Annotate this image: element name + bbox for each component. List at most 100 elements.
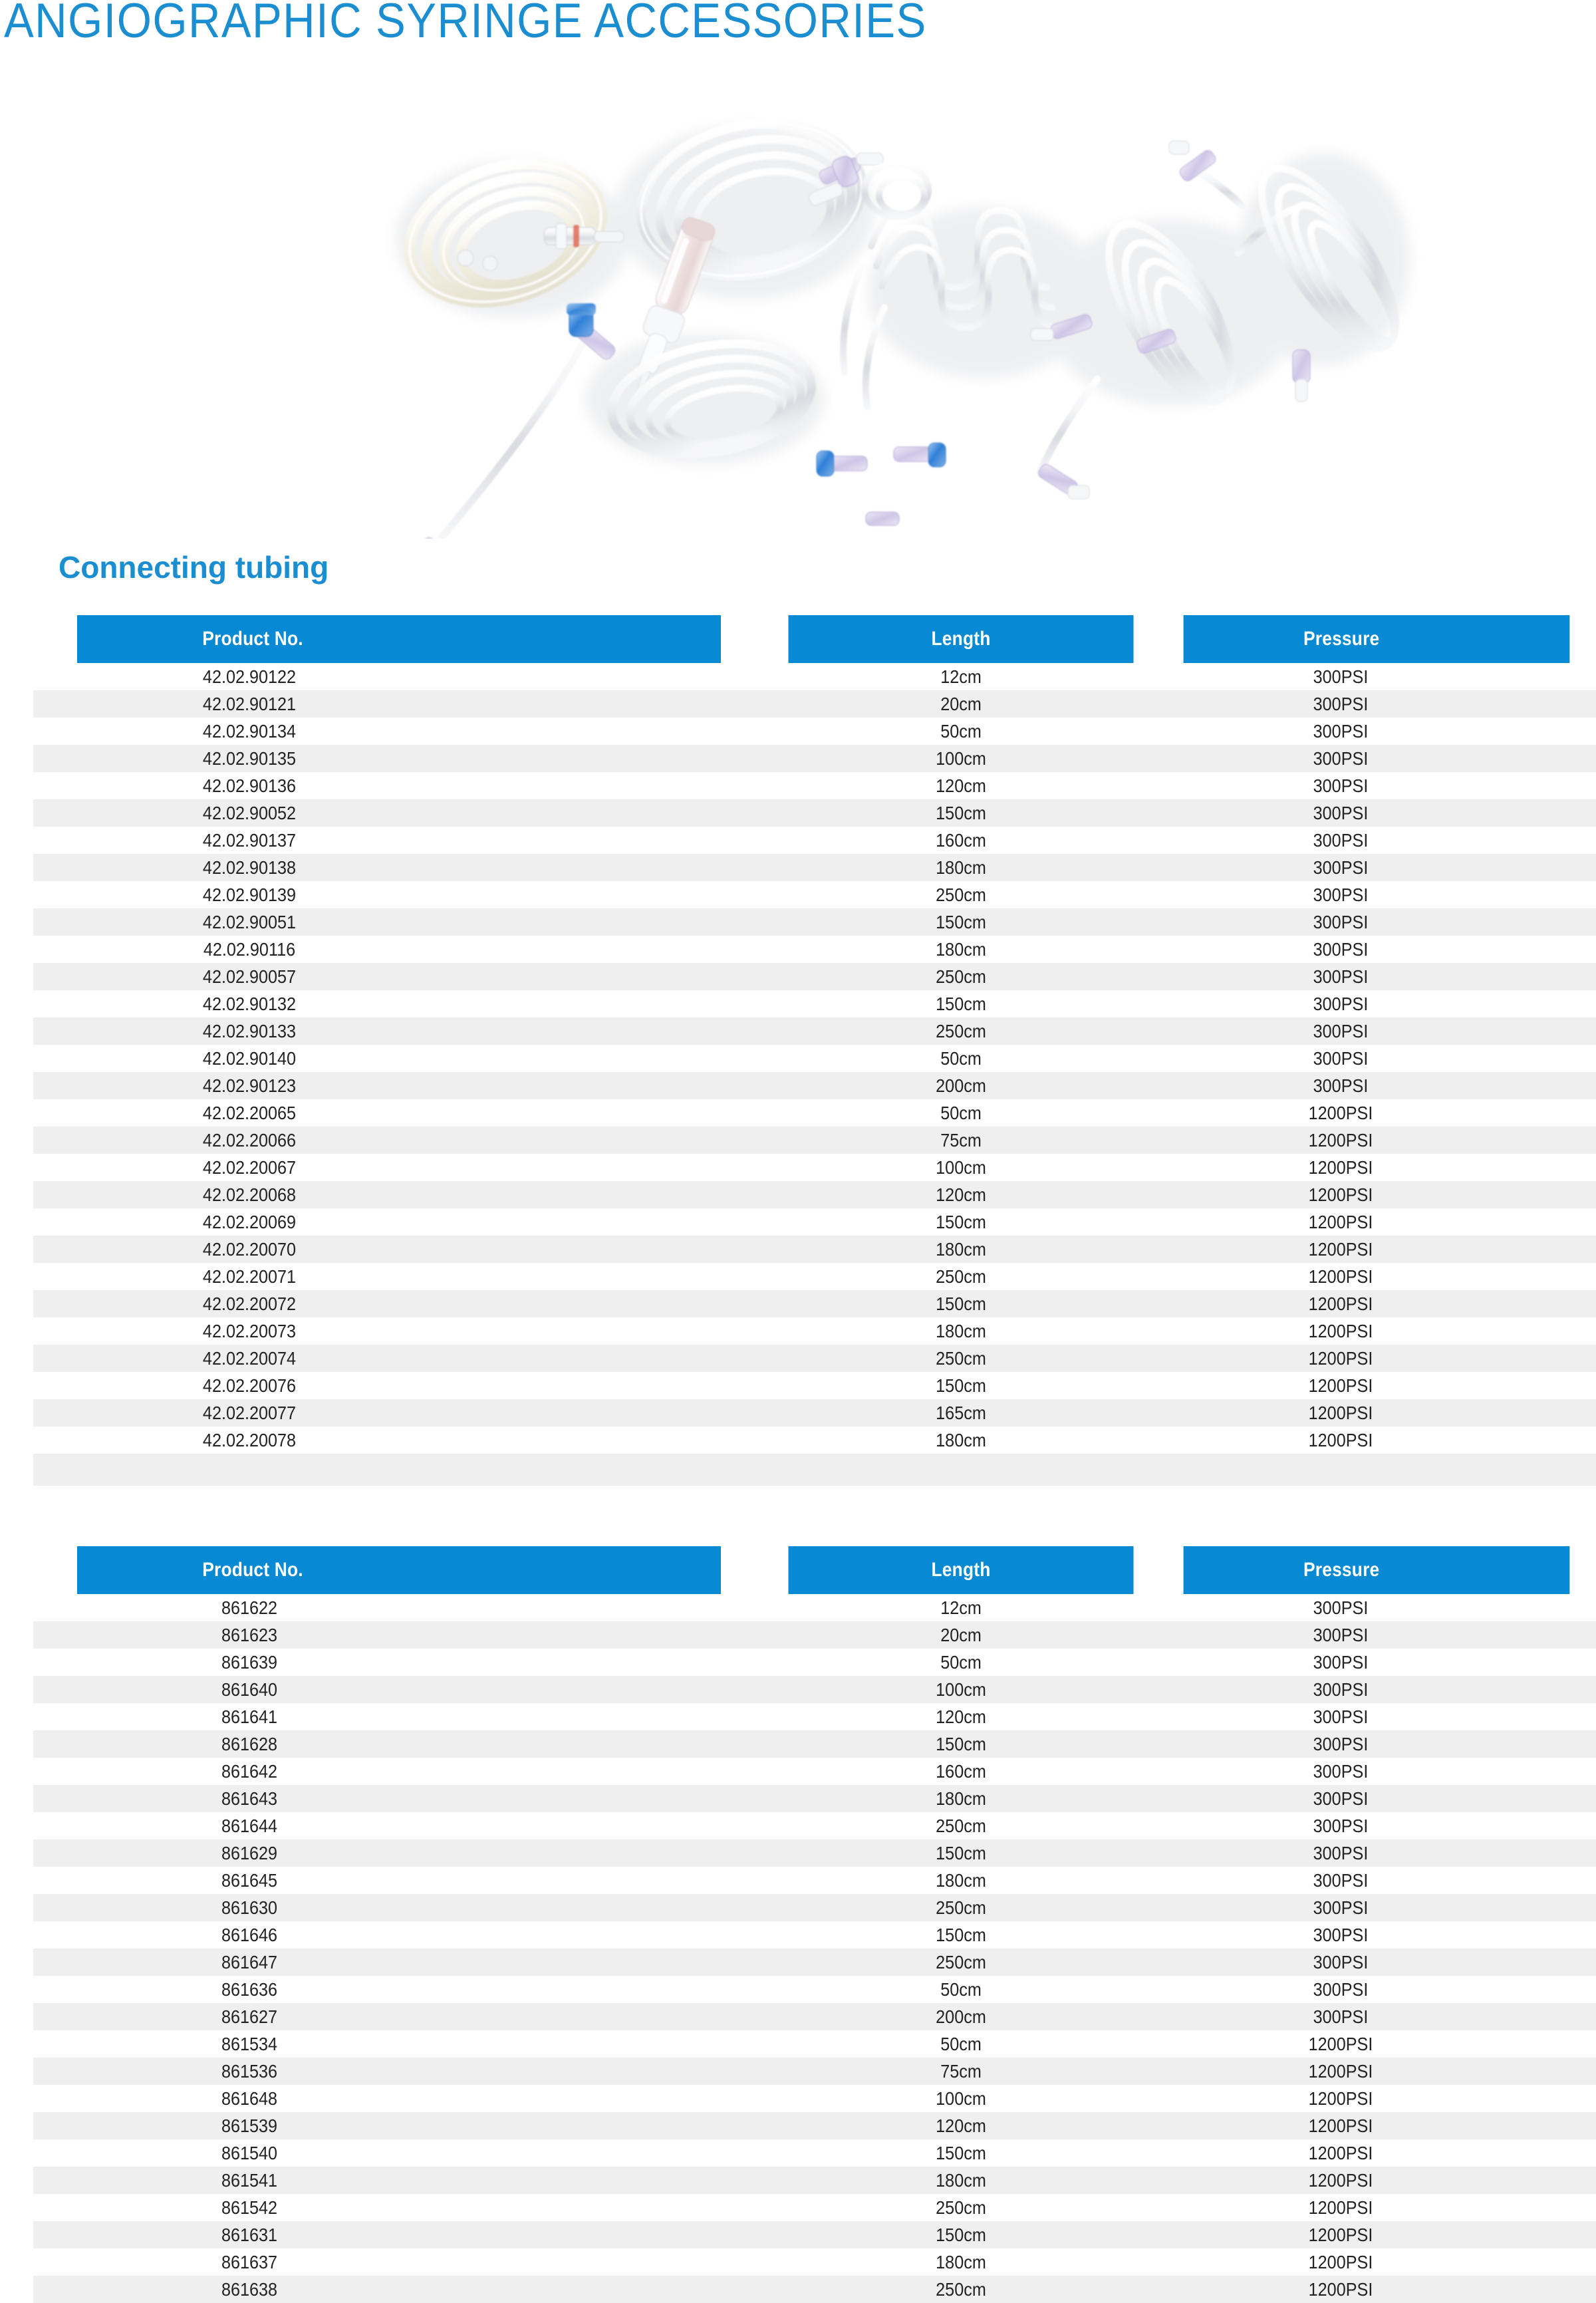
table-row: 861623 20cm 300PSI <box>33 1621 1596 1649</box>
table-row: 861542 250cm 1200PSI <box>33 2194 1596 2221</box>
cell-pressure: 300PSI <box>1313 857 1369 878</box>
table-row: 861637 180cm 1200PSI <box>33 2248 1596 2276</box>
cell-product-no: 861536 <box>221 2060 278 2082</box>
cell-product-no: 42.02.20066 <box>202 1129 297 1151</box>
table-row: 42.02.90133 250cm 300PSI <box>33 1017 1596 1045</box>
cell-product-no: 42.02.20071 <box>202 1266 297 1287</box>
cell-length: 250cm <box>936 966 986 987</box>
cell-length: 50cm <box>940 1102 982 1123</box>
cell-length: 50cm <box>940 1651 982 1673</box>
table-row: 861629 150cm 300PSI <box>33 1839 1596 1867</box>
cell-length: 180cm <box>936 938 986 960</box>
cell-pressure: 300PSI <box>1313 747 1369 769</box>
table-row: 42.02.90122 12cm 300PSI <box>33 663 1596 690</box>
cell-pressure: 1200PSI <box>1308 2251 1373 2272</box>
connecting-tubing-spec-table-2: Product No. Length Pressure 861622 12cm 30… <box>33 1546 1596 2303</box>
cell-length: 250cm <box>936 2197 986 2218</box>
table-row: 861536 75cm 1200PSI <box>33 2058 1596 2085</box>
cell-length: 180cm <box>936 1869 986 1891</box>
table-row: 861541 180cm 1200PSI <box>33 2167 1596 2194</box>
cell-product-no: 861641 <box>221 1706 278 1727</box>
cell-pressure: 300PSI <box>1313 1842 1369 1863</box>
cell-product-no: 861644 <box>221 1815 278 1836</box>
table-row: 42.02.20070 180cm 1200PSI <box>33 1236 1596 1263</box>
cell-length: 12cm <box>940 666 982 687</box>
cell-product-no: 861541 <box>221 2169 278 2191</box>
cell-length: 200cm <box>936 1075 986 1096</box>
cell-length: 250cm <box>936 1897 986 1918</box>
cell-length: 100cm <box>936 2088 986 2109</box>
cell-product-no: 861642 <box>221 1760 278 1782</box>
table-row: 861641 120cm 300PSI <box>33 1703 1596 1730</box>
cell-pressure: 300PSI <box>1313 802 1369 823</box>
cell-pressure: 1200PSI <box>1308 1266 1373 1287</box>
table-header-2: Product No. Length Pressure <box>33 1546 1596 1594</box>
cell-pressure: 300PSI <box>1313 993 1369 1014</box>
table-row: 861622 12cm 300PSI <box>33 1594 1596 1621</box>
cell-length: 180cm <box>936 1788 986 1809</box>
table-row: 861642 160cm 300PSI <box>33 1758 1596 1785</box>
table-row: 861640 100cm 300PSI <box>33 1676 1596 1703</box>
cell-pressure: 300PSI <box>1313 720 1369 742</box>
table-row: 42.02.20068 120cm 1200PSI <box>33 1181 1596 1208</box>
table-row: 861644 250cm 300PSI <box>33 1812 1596 1839</box>
table-row: 42.02.20074 250cm 1200PSI <box>33 1345 1596 1372</box>
cell-product-no: 42.02.20065 <box>202 1102 297 1123</box>
cell-pressure: 1200PSI <box>1308 1184 1373 1205</box>
connecting-tubing-spec-table-1: Product No. Length Pressure 42.02.90122 1… <box>33 615 1596 1486</box>
table-body-2: 861622 12cm 300PSI 861623 20cm 300PSI 861639 50… <box>33 1594 1596 2303</box>
cell-pressure: 300PSI <box>1313 775 1369 796</box>
cell-pressure: 1200PSI <box>1308 1347 1373 1369</box>
cell-product-no: 861540 <box>221 2142 278 2163</box>
cell-pressure: 300PSI <box>1313 1815 1369 1836</box>
cell-pressure: 1200PSI <box>1308 1238 1373 1260</box>
cell-product-no: 42.02.90132 <box>202 993 297 1014</box>
cell-product-no: 861630 <box>221 1897 278 1918</box>
section-heading-connecting-tubing: Connecting tubing <box>59 550 329 585</box>
cell-pressure: 1200PSI <box>1308 2169 1373 2191</box>
cell-length: 12cm <box>940 1597 982 1618</box>
cell-pressure: 300PSI <box>1313 1651 1369 1673</box>
table-row: 861539 120cm 1200PSI <box>33 2112 1596 2139</box>
cell-product-no: 861638 <box>221 2278 278 2300</box>
cell-length: 100cm <box>936 1679 986 1700</box>
cell-length: 180cm <box>936 857 986 878</box>
table-row: 42.02.90123 200cm 300PSI <box>33 1072 1596 1099</box>
cell-length: 150cm <box>936 1733 986 1754</box>
cell-product-no: 861640 <box>221 1679 278 1700</box>
table-header-1: Product No. Length Pressure <box>33 615 1596 663</box>
cell-product-no: 42.02.20070 <box>202 1238 297 1260</box>
cell-length: 150cm <box>936 1375 986 1396</box>
table-row: 42.02.20069 150cm 1200PSI <box>33 1208 1596 1236</box>
table-spacer-row <box>33 1454 1596 1486</box>
cell-pressure: 1200PSI <box>1308 2197 1373 2218</box>
table-row: 42.02.90140 50cm 300PSI <box>33 1045 1596 1072</box>
table-header-row: Product No. Length Pressure <box>33 615 1596 663</box>
cell-length: 250cm <box>936 1020 986 1041</box>
cell-product-no: 42.02.20067 <box>202 1156 297 1178</box>
table-row: 42.02.20078 180cm 1200PSI <box>33 1426 1596 1454</box>
cell-product-no: 42.02.20074 <box>202 1347 297 1369</box>
table-row: 42.02.20076 150cm 1200PSI <box>33 1372 1596 1399</box>
cell-product-no: 42.02.90057 <box>202 966 297 987</box>
table-row: 42.02.20077 165cm 1200PSI <box>33 1399 1596 1426</box>
cell-length: 75cm <box>940 2060 982 2082</box>
cell-pressure: 1200PSI <box>1308 2142 1373 2163</box>
cell-length: 250cm <box>936 884 986 905</box>
cell-length: 180cm <box>936 2169 986 2191</box>
cell-pressure: 300PSI <box>1313 2006 1369 2027</box>
cell-pressure: 300PSI <box>1313 1075 1369 1096</box>
cell-length: 150cm <box>936 802 986 823</box>
cell-length: 20cm <box>940 1624 982 1645</box>
cell-product-no: 42.02.90123 <box>202 1075 297 1096</box>
table-row: 42.02.90138 180cm 300PSI <box>33 854 1596 881</box>
cell-length: 250cm <box>936 1347 986 1369</box>
cell-pressure: 1200PSI <box>1308 2060 1373 2082</box>
table-row: 42.02.90116 180cm 300PSI <box>33 936 1596 963</box>
cell-length: 75cm <box>940 1129 982 1151</box>
cell-length <box>785 1454 1138 1486</box>
cell-product-no: 861646 <box>221 1924 278 1945</box>
cell-length: 180cm <box>936 1429 986 1450</box>
cell-pressure: 300PSI <box>1313 1788 1369 1809</box>
table-row: 42.02.90132 150cm 300PSI <box>33 990 1596 1017</box>
